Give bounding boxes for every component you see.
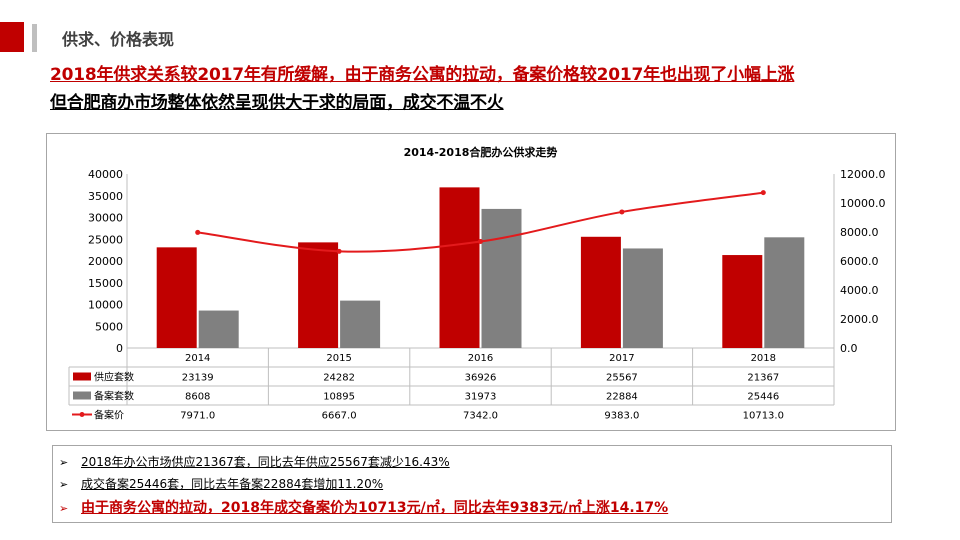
note-text: 由于商务公寓的拉动，2018年成交备案价为10713元/㎡，同比去年9383元/… bbox=[81, 500, 669, 516]
headline-line-1: 2018年供求关系较2017年有所缓解，由于商务公寓的拉动，备案价格较2017年… bbox=[50, 65, 795, 85]
filed-bar bbox=[198, 310, 239, 348]
legend-key-price-marker bbox=[79, 412, 85, 417]
x-tick-label: 2014 bbox=[185, 353, 210, 364]
table-value-label: 10713.0 bbox=[743, 411, 784, 422]
y-left-tick-label: 20000 bbox=[88, 255, 123, 268]
y-right-tick-label: 10000.0 bbox=[840, 197, 886, 210]
supply-bar bbox=[298, 242, 339, 348]
filed-bar bbox=[622, 248, 663, 348]
y-right-tick-label: 12000.0 bbox=[840, 168, 886, 181]
y-left-tick-label: 5000 bbox=[95, 320, 123, 333]
price-point bbox=[336, 248, 342, 254]
note-item-highlight: ➢ 由于商务公寓的拉动，2018年成交备案价为10713元/㎡，同比去年9383元… bbox=[59, 497, 668, 517]
series-name-label: 备案套数 bbox=[94, 390, 134, 403]
y-left-tick-label: 0 bbox=[116, 342, 123, 355]
price-point bbox=[478, 239, 483, 245]
supply-bar bbox=[439, 187, 480, 348]
chart-panel: 2014-2018合肥办公供求走势 0 5000 10000 15000 20000 250… bbox=[46, 133, 896, 431]
table-value-label: 6667.0 bbox=[322, 411, 357, 422]
x-tick-label: 2015 bbox=[326, 353, 351, 364]
table-value-label: 10895 bbox=[323, 392, 355, 403]
y-left-tick-label: 40000 bbox=[88, 168, 123, 181]
note-item: ➢ 成交备案25446套，同比去年备案22884套增加11.20% bbox=[59, 475, 383, 492]
table-value-label: 22884 bbox=[606, 392, 638, 403]
table-value-label: 31973 bbox=[465, 392, 497, 403]
title-accent-block bbox=[0, 22, 24, 52]
filed-bar bbox=[481, 208, 522, 348]
y-right-tick-label: 6000.0 bbox=[840, 255, 879, 268]
note-item: ➢ 2018年办公市场供应21367套，同比去年供应25567套减少16.43% bbox=[59, 453, 450, 470]
title-divider-bar bbox=[32, 24, 37, 52]
y-right-tick-label: 4000.0 bbox=[840, 284, 879, 297]
x-tick-label: 2016 bbox=[468, 353, 493, 364]
supply-bar bbox=[156, 247, 197, 348]
table-value-label: 8608 bbox=[185, 392, 210, 403]
filed-bar bbox=[764, 237, 805, 348]
series-name-label: 供应套数 bbox=[94, 371, 134, 384]
note-text: 2018年办公市场供应21367套，同比去年供应25567套减少16.43% bbox=[81, 455, 450, 469]
note-text: 成交备案25446套，同比去年备案22884套增加11.20% bbox=[81, 477, 384, 491]
arrow-bullet-icon: ➢ bbox=[59, 456, 69, 469]
section-title: 供求、价格表现 bbox=[62, 30, 175, 49]
table-value-label: 7971.0 bbox=[180, 411, 215, 422]
y-right-tick-label: 0.0 bbox=[840, 342, 858, 355]
combo-chart: 2014-2018合肥办公供求走势 0 5000 10000 15000 20000 250… bbox=[68, 145, 886, 422]
price-point bbox=[619, 209, 625, 215]
legend-key-supply bbox=[73, 372, 91, 381]
x-tick-label: 2018 bbox=[751, 353, 776, 364]
price-point bbox=[195, 229, 201, 235]
table-value-label: 36926 bbox=[465, 373, 497, 384]
table-value-label: 25567 bbox=[606, 373, 638, 384]
table-value-label: 24282 bbox=[323, 373, 355, 384]
legend-key-filed bbox=[73, 391, 91, 400]
table-value-label: 7342.0 bbox=[463, 411, 498, 422]
filed-bar bbox=[340, 300, 381, 348]
y-left-tick-label: 10000 bbox=[88, 299, 123, 312]
series-name-label: 备案价 bbox=[94, 409, 124, 422]
chart-title: 2014-2018合肥办公供求走势 bbox=[404, 145, 558, 159]
supply-bar bbox=[580, 236, 621, 348]
arrow-bullet-icon: ➢ bbox=[59, 502, 69, 515]
table-value-label: 9383.0 bbox=[604, 411, 639, 422]
y-left-tick-label: 25000 bbox=[88, 233, 123, 246]
headline-line-2: 但合肥商办市场整体依然呈现供大于求的局面，成交不温不火 bbox=[50, 93, 504, 113]
y-right-tick-label: 8000.0 bbox=[840, 226, 879, 239]
table-value-label: 21367 bbox=[747, 373, 779, 384]
arrow-bullet-icon: ➢ bbox=[59, 478, 69, 491]
x-tick-label: 2017 bbox=[609, 353, 634, 364]
table-value-label: 25446 bbox=[747, 392, 779, 403]
price-point bbox=[760, 190, 766, 196]
y-left-tick-label: 30000 bbox=[88, 212, 123, 225]
y-left-tick-label: 35000 bbox=[88, 190, 123, 203]
table-value-label: 23139 bbox=[182, 373, 214, 384]
notes-panel: ➢ 2018年办公市场供应21367套，同比去年供应25567套减少16.43% … bbox=[52, 445, 892, 523]
supply-bar bbox=[722, 255, 763, 348]
y-right-tick-label: 2000.0 bbox=[840, 313, 879, 326]
y-left-tick-label: 15000 bbox=[88, 277, 123, 290]
